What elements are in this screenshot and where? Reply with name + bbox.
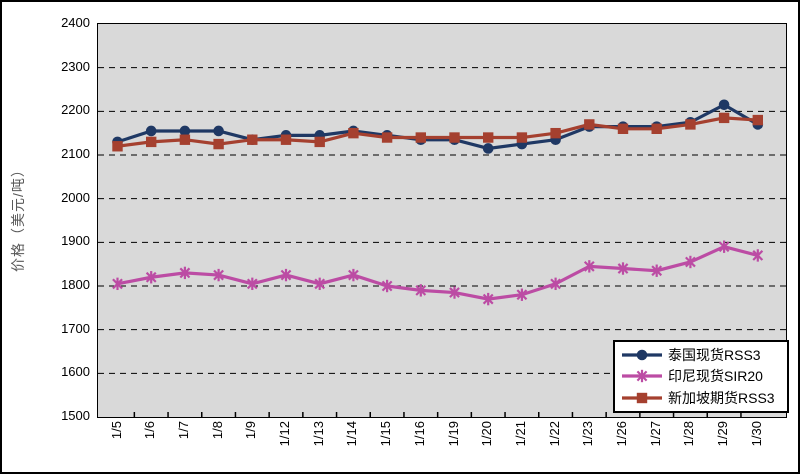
data-point-marker [314, 278, 326, 290]
x-axis-tick-label: 1/20 [479, 421, 495, 447]
x-axis-tick-label: 1/9 [243, 421, 259, 440]
y-axis-tick-label: 1600 [61, 364, 90, 380]
data-point-marker [213, 125, 224, 137]
data-point-marker [449, 287, 460, 298]
data-point-marker [617, 123, 629, 134]
y-axis-tick-label: 2000 [61, 189, 90, 205]
y-axis-tick-label: 2100 [61, 146, 90, 161]
data-point-marker [685, 256, 696, 268]
legend-item: 新加坡期货RSS3 [621, 388, 781, 409]
data-point-marker [213, 269, 224, 281]
series-line-0 [117, 102, 759, 151]
x-axis-tick-label: 1/22 [546, 421, 562, 447]
legend-asterisk-marker-icon [621, 368, 663, 384]
data-point-marker [516, 132, 528, 143]
legend: 泰国现货RSS3 印尼现货SIR20 新加坡期货RSS3 [613, 340, 789, 413]
data-point-marker [685, 119, 696, 130]
x-axis-tick-label: 1/15 [378, 421, 394, 447]
y-axis-tick-label: 1800 [61, 277, 90, 292]
legend-square-marker-icon [621, 390, 663, 406]
data-point-marker [415, 132, 426, 143]
x-axis-tick-label: 1/23 [580, 421, 596, 447]
data-point-marker [381, 280, 393, 292]
data-point-marker [583, 260, 595, 272]
x-axis-tick-label: 1/30 [748, 421, 764, 447]
data-point-marker [179, 125, 191, 137]
x-axis-tick-label: 1/26 [614, 421, 629, 447]
x-axis-tick-label: 1/21 [512, 421, 528, 447]
x-axis-tick-label: 1/27 [647, 421, 663, 447]
series-line-1 [117, 245, 759, 301]
data-point-marker [651, 265, 663, 277]
data-point-marker [179, 134, 191, 145]
x-axis-tick-label: 1/7 [175, 421, 191, 440]
data-point-marker [550, 127, 561, 139]
legend-item: 泰国现货RSS3 [621, 344, 781, 365]
data-point-marker [247, 134, 258, 145]
legend-marker-sample [636, 349, 648, 361]
legend-circle-marker-icon [621, 347, 663, 363]
data-point-marker [381, 132, 393, 143]
data-point-marker [314, 136, 325, 148]
data-point-marker [280, 269, 292, 281]
data-point-marker [112, 141, 123, 152]
data-point-marker [179, 267, 191, 279]
data-point-marker [246, 278, 258, 290]
y-axis-tick-label: 1900 [61, 233, 90, 249]
legend-label: 印尼现货SIR20 [668, 368, 763, 385]
y-axis-title: 价格（美元/吨） [10, 162, 26, 272]
x-axis-tick-label: 1/12 [277, 421, 292, 447]
data-point-marker [752, 114, 763, 126]
data-point-marker [550, 278, 561, 290]
legend-item: 印尼现货SIR20 [621, 366, 781, 387]
legend-marker-sample [636, 371, 648, 382]
data-point-marker [516, 289, 528, 301]
legend-label: 泰国现货RSS3 [668, 346, 761, 363]
legend-marker-sample [636, 392, 648, 404]
data-point-marker [112, 278, 123, 290]
data-point-marker [348, 269, 359, 281]
y-axis-tick-label: 2200 [61, 102, 90, 118]
x-axis-tick-label: 1/14 [344, 421, 360, 447]
data-point-marker [146, 136, 157, 148]
data-point-marker [651, 123, 662, 134]
data-point-marker [449, 132, 460, 143]
data-point-marker [348, 127, 359, 139]
data-point-marker [482, 143, 494, 154]
data-point-marker [415, 284, 427, 296]
data-point-marker [718, 241, 730, 253]
data-point-marker [718, 112, 730, 124]
y-axis-tick-label: 2400 [61, 15, 90, 30]
x-axis-tick-label: 1/6 [142, 421, 158, 440]
legend-label: 新加坡期货RSS3 [668, 390, 775, 407]
data-point-marker [718, 99, 730, 111]
data-point-marker [145, 271, 157, 283]
x-axis-tick-label: 1/29 [715, 421, 731, 447]
x-axis-tick-label: 1/13 [310, 421, 326, 447]
data-point-marker [482, 293, 494, 305]
y-axis-tick-label: 1700 [61, 320, 90, 336]
data-point-marker [584, 119, 595, 130]
data-point-marker [617, 263, 629, 274]
data-point-marker [483, 132, 494, 143]
data-point-marker [280, 134, 292, 145]
x-axis-tick-label: 1/16 [411, 421, 427, 447]
x-axis-tick-label: 1/8 [209, 421, 225, 440]
x-axis-tick-label: 1/19 [445, 421, 461, 447]
series-line-2 [117, 116, 758, 148]
data-point-marker [145, 125, 157, 137]
y-axis-tick-label: 1500 [61, 408, 90, 423]
data-point-marker [213, 138, 224, 150]
x-axis-tick-label: 1/28 [681, 421, 697, 447]
x-axis-tick-label: 1/5 [108, 421, 124, 440]
data-point-marker [752, 250, 764, 261]
y-axis-tick-label: 2300 [61, 58, 90, 74]
